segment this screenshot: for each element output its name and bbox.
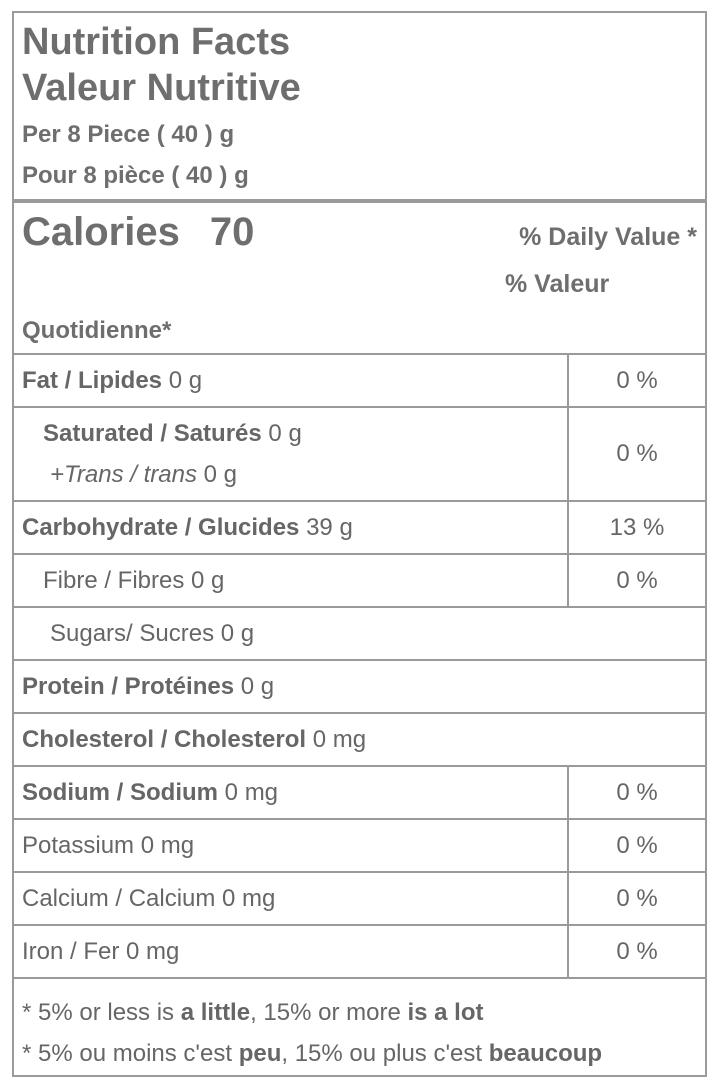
nutrient-label: Carbohydrate / Glucides 39 g bbox=[22, 514, 353, 541]
nutrient-label: +Trans / trans 0 g bbox=[50, 461, 237, 488]
nutrient-row-fat: Fat / Lipides 0 g 0 % bbox=[14, 353, 705, 406]
title-french: Valeur Nutritive bbox=[22, 67, 301, 109]
title-english: Nutrition Facts bbox=[22, 21, 291, 63]
nutrient-row-potassium: Potassium 0 mg 0 % bbox=[14, 818, 705, 871]
nutrition-facts-panel: Nutrition Facts Valeur Nutritive Per 8 P… bbox=[12, 11, 707, 1077]
quotidienne-heading: Quotidienne* bbox=[22, 317, 172, 344]
nutrient-row-cholesterol: Cholesterol / Cholesterol 0 mg bbox=[14, 712, 705, 765]
nutrient-label: Fat / Lipides 0 g bbox=[22, 367, 203, 394]
nutrient-row-calcium: Calcium / Calcium 0 mg 0 % bbox=[14, 871, 705, 924]
calories-line: Calories 70 bbox=[22, 210, 254, 255]
daily-value-cell: 0 % bbox=[567, 767, 705, 818]
footnote: * 5% or less is a little, 15% or more is… bbox=[14, 977, 705, 1067]
footnote-french: * 5% ou moins c'est peu, 15% ou plus c'e… bbox=[22, 1040, 603, 1067]
daily-value-cell: 0 % bbox=[567, 926, 705, 977]
serving-size-french: Pour 8 pièce ( 40 ) g bbox=[22, 162, 249, 189]
calories-value: 70 bbox=[209, 210, 255, 254]
nutrient-label: Calcium / Calcium 0 mg bbox=[22, 885, 276, 912]
nutrient-label: Potassium 0 mg bbox=[22, 832, 195, 859]
nutrient-table: Fat / Lipides 0 g 0 % Saturated / Saturé… bbox=[14, 353, 705, 977]
nutrient-row-protein: Protein / Protéines 0 g bbox=[14, 659, 705, 712]
nutrient-row-sugars: Sugars/ Sucres 0 g bbox=[14, 606, 705, 659]
nutrient-label: Iron / Fer 0 mg bbox=[22, 938, 180, 965]
daily-value-cell: 13 % bbox=[567, 502, 705, 553]
nutrient-row-sodium: Sodium / Sodium 0 mg 0 % bbox=[14, 765, 705, 818]
nutrient-row-saturated-trans: Saturated / Saturés 0 g +Trans / trans 0… bbox=[14, 406, 705, 500]
serving-size-english: Per 8 Piece ( 40 ) g bbox=[22, 121, 235, 148]
daily-value-heading: % Daily Value * bbox=[519, 223, 697, 251]
daily-value-cell: 0 % bbox=[567, 355, 705, 406]
nutrient-label: Fibre / Fibres 0 g bbox=[43, 567, 225, 594]
thick-divider bbox=[14, 199, 705, 203]
daily-value-cell: 0 % bbox=[567, 820, 705, 871]
nutrient-label: Sugars/ Sucres 0 g bbox=[50, 620, 255, 647]
daily-value-cell: 0 % bbox=[567, 408, 705, 500]
daily-value-cell: 0 % bbox=[567, 873, 705, 924]
nutrient-row-iron: Iron / Fer 0 mg 0 % bbox=[14, 924, 705, 977]
nutrient-row-carbohydrate: Carbohydrate / Glucides 39 g 13 % bbox=[14, 500, 705, 553]
nutrient-label: Saturated / Saturés 0 g bbox=[43, 420, 302, 447]
valeur-heading: % Valeur bbox=[505, 270, 610, 298]
nutrient-label: Cholesterol / Cholesterol 0 mg bbox=[22, 726, 367, 753]
footnote-english: * 5% or less is a little, 15% or more is… bbox=[22, 999, 484, 1026]
nutrient-label: Protein / Protéines 0 g bbox=[22, 673, 275, 700]
nutrient-row-fibre: Fibre / Fibres 0 g 0 % bbox=[14, 553, 705, 606]
nutrient-label: Sodium / Sodium 0 mg bbox=[22, 779, 279, 806]
daily-value-cell: 0 % bbox=[567, 555, 705, 606]
calories-label: Calories bbox=[22, 210, 180, 254]
